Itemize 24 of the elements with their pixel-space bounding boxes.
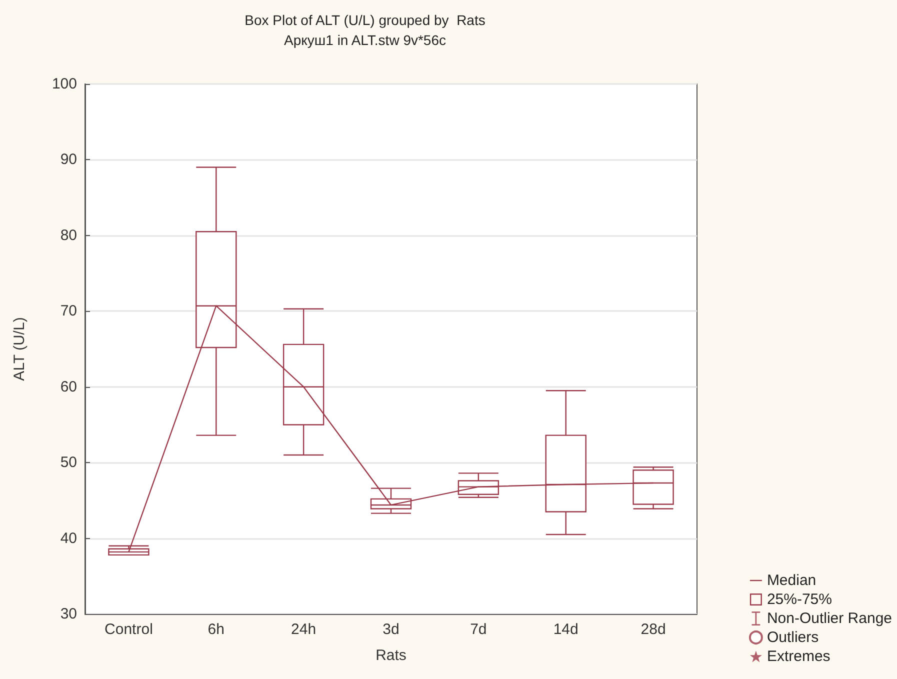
legend-label: Median bbox=[766, 572, 816, 589]
y-axis-title: ALT (U/L) bbox=[11, 317, 28, 381]
chart-title: Box Plot of ALT (U/L) grouped by Rats bbox=[244, 12, 486, 28]
y-tick-label: 50 bbox=[60, 454, 77, 472]
x-tick-label: 6h bbox=[208, 621, 224, 638]
y-tick-label: 80 bbox=[60, 226, 77, 244]
x-tick-label: 3d bbox=[382, 621, 400, 638]
x-tick-label: 7d bbox=[470, 621, 487, 638]
chart-subtitle: Аркуш1 in ALT.stw 9v*56c bbox=[284, 32, 446, 48]
x-tick-label: 28d bbox=[640, 621, 666, 638]
y-tick-label: 100 bbox=[52, 76, 77, 92]
legend-label: Extremes bbox=[766, 648, 830, 665]
x-axis-title: Rats bbox=[376, 647, 406, 664]
y-tick-label: 30 bbox=[60, 606, 77, 622]
legend-label: Non-Outlier Range bbox=[766, 610, 892, 627]
y-tick-label: 70 bbox=[60, 302, 77, 320]
y-tick-label: 60 bbox=[60, 378, 77, 396]
x-tick-label: Control bbox=[104, 621, 153, 638]
x-tick-label: 24h bbox=[291, 621, 316, 638]
legend-label: 25%-75% bbox=[766, 591, 832, 608]
legend-label: Outliers bbox=[766, 629, 819, 646]
y-tick-label: 90 bbox=[60, 151, 77, 168]
x-tick-label: 14d bbox=[553, 621, 578, 638]
y-tick-label: 40 bbox=[60, 530, 77, 547]
